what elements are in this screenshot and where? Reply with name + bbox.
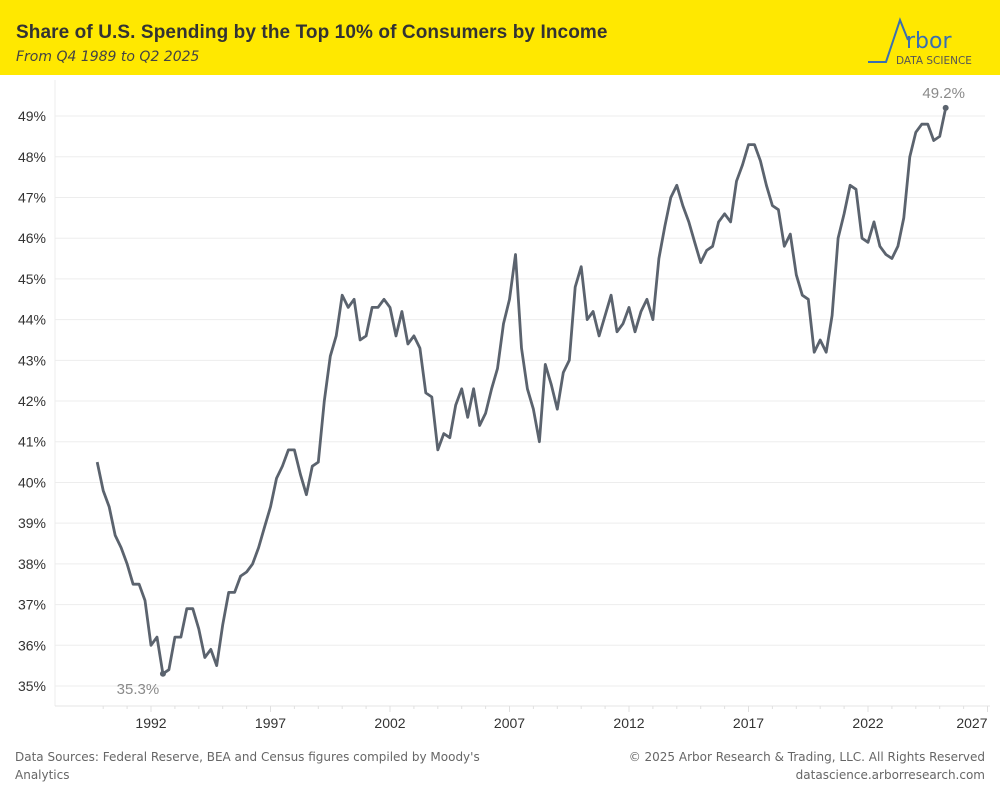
y-tick-label: 48% bbox=[18, 149, 46, 165]
arbor-logo: rbor DATA SCIENCE bbox=[868, 17, 972, 66]
data-label: 35.3% bbox=[117, 681, 160, 698]
chart-title: Share of U.S. Spending by the Top 10% of… bbox=[16, 22, 608, 43]
website-link[interactable]: datascience.arborresearch.com bbox=[795, 768, 985, 782]
y-tick-label: 43% bbox=[18, 352, 46, 368]
series-line bbox=[95, 107, 948, 676]
x-tick-label: 2007 bbox=[494, 715, 525, 731]
y-tick-label: 46% bbox=[18, 230, 46, 246]
y-tick-label: 38% bbox=[18, 556, 46, 572]
header-banner: Share of U.S. Spending by the Top 10% of… bbox=[0, 0, 1000, 75]
footer-right: © 2025 Arbor Research & Trading, LLC. Al… bbox=[629, 748, 985, 784]
y-tick-label: 35% bbox=[18, 678, 46, 694]
x-tick-label: 2027 bbox=[956, 715, 987, 731]
x-tick-label: 2012 bbox=[613, 715, 644, 731]
chart-subtitle: From Q4 1989 to Q2 2025 bbox=[16, 49, 200, 65]
x-tick-label: 2022 bbox=[852, 715, 883, 731]
logo-tagline: DATA SCIENCE bbox=[896, 55, 972, 66]
y-tick-label: 37% bbox=[18, 597, 46, 613]
data-sources: Data Sources: Federal Reserve, BEA and C… bbox=[15, 750, 480, 782]
y-tick-label: 39% bbox=[18, 515, 46, 531]
logo-wordmark: rbor bbox=[906, 29, 952, 54]
x-tick-label: 2002 bbox=[374, 715, 405, 731]
y-tick-label: 40% bbox=[18, 474, 46, 490]
annotation-marker bbox=[942, 104, 949, 111]
y-tick-label: 45% bbox=[18, 271, 46, 287]
gridlines bbox=[55, 115, 985, 687]
y-tick-label: 42% bbox=[18, 393, 46, 409]
x-tick-label: 1992 bbox=[135, 715, 166, 731]
y-tick-label: 36% bbox=[18, 637, 46, 653]
x-axis: 1992 1997 2002 2007 2012 2017 2022 2027 bbox=[55, 705, 990, 731]
x-tick-label: 2017 bbox=[733, 715, 764, 731]
y-axis: 35% 36% 37% 38% 39% 40% 41% 42% 43% 44% 45% 46% 47% 4… bbox=[18, 80, 56, 706]
annotations: 35.3% 49.2% bbox=[117, 85, 965, 698]
annotation-marker bbox=[159, 670, 166, 677]
line-chart: 35% 36% 37% 38% 39% 40% 41% 42% 43% 44% 45% 46% 47% 4… bbox=[18, 80, 990, 731]
y-tick-label: 44% bbox=[18, 312, 46, 328]
data-label: 49.2% bbox=[922, 85, 965, 102]
copyright: © 2025 Arbor Research & Trading, LLC. Al… bbox=[628, 750, 985, 764]
y-tick-label: 41% bbox=[18, 434, 46, 450]
y-tick-label: 49% bbox=[18, 108, 46, 124]
x-tick-label: 1997 bbox=[255, 715, 286, 731]
y-tick-label: 47% bbox=[18, 189, 46, 205]
